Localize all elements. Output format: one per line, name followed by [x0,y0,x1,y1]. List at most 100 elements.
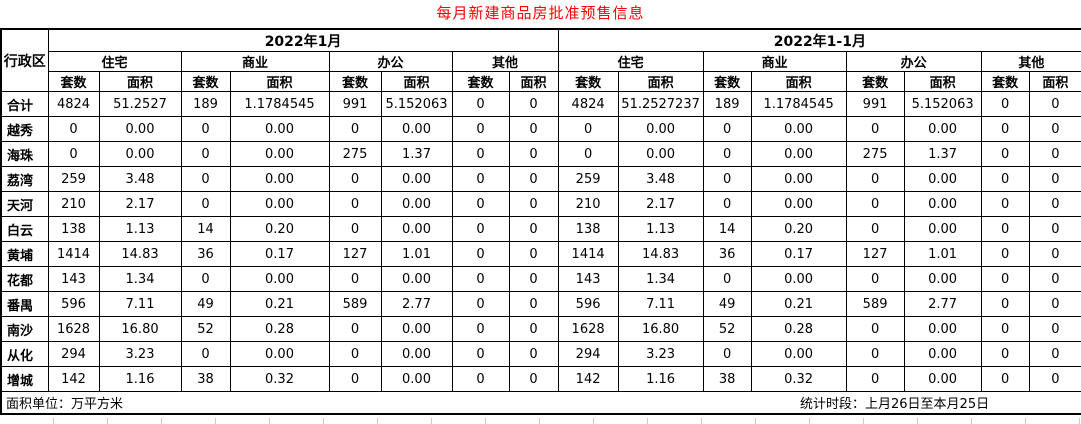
table-cell: 0.17 [229,241,330,267]
table-cell: 0 [980,341,1030,367]
column-header-office: 办公 [328,51,453,72]
footer-cell: 面积单位：万平方米 统计时段：上月26日至本月25日 [0,391,1081,415]
table-cell: 0 [508,116,559,142]
presale-info-table: 行政区 2022年1月 2022年1-1月 住宅 商业 办公 其他 住宅 商业 … [0,28,1081,415]
table-cell: 0.00 [229,141,330,167]
table-cell: 5.152063 [903,91,982,117]
column-header-units: 套数 [180,71,231,92]
table-cell: 0 [451,91,510,117]
table-cell: 0.32 [750,366,847,392]
table-cell: 7.11 [617,291,704,317]
table-cell: 142 [47,366,100,392]
table-cell: 0.17 [750,241,847,267]
table-cell: 1.01 [380,241,453,267]
table-cell: 5.152063 [380,91,453,117]
column-header-other: 其他 [980,51,1081,72]
column-header-units: 套数 [980,71,1030,92]
table-cell: 275 [328,141,382,167]
table-cell: 36 [180,241,231,267]
column-group-month: 2022年1月 [47,28,559,52]
table-row: 白云 138 1.13 14 0.20 0 0.00 0 0 138 1.13 14 0.20 0 0.00… [0,216,1081,242]
table-cell: 1.34 [98,266,182,292]
column-header-area: 面积 [380,71,453,92]
table-row: 越秀 0 0.00 0 0.00 0 0.00 0 0 0 0.00 0 0.00 0 0.00 0 0 [0,116,1081,142]
table-cell: 1628 [47,316,100,342]
table-cell: 2.17 [617,191,704,217]
table-cell: 0 [702,116,752,142]
table-cell: 2.77 [380,291,453,317]
table-cell: 0.00 [750,266,847,292]
table-row: 天河 210 2.17 0 0.00 0 0.00 0 0 210 2.17 0 0.00 0 0.00 0 0 [0,191,1081,217]
header-row-category: 住宅 商业 办公 其他 住宅 商业 办公 其他 [1,51,1081,72]
table-cell: 1414 [557,241,619,267]
table-cell: 0.32 [229,366,330,392]
district-label: 番禺 [0,291,49,317]
table-cell: 0.00 [903,341,982,367]
table-row: 黄埔 1414 14.83 36 0.17 127 1.01 0 0 1414 14.83 36 0.1… [0,241,1081,267]
table-cell: 0 [47,116,100,142]
table-cell: 0 [845,116,905,142]
district-label: 花都 [0,266,49,292]
table-cell: 0.20 [750,216,847,242]
column-header-area: 面积 [617,71,704,92]
table-cell: 51.2527237 [617,91,704,117]
table-cell: 1.37 [903,141,982,167]
table-cell: 0 [180,166,231,192]
table-cell: 0 [328,191,382,217]
table-cell: 1628 [557,316,619,342]
table-cell: 38 [702,366,752,392]
table-cell: 0 [1028,216,1081,242]
table-cell: 0 [451,141,510,167]
table-cell: 0 [508,366,559,392]
table-cell: 0 [451,241,510,267]
table-cell: 0 [557,116,619,142]
table-cell: 52 [180,316,231,342]
table-cell: 0 [180,341,231,367]
table-cell: 0 [845,191,905,217]
table-cell: 0 [451,216,510,242]
column-header-units: 套数 [702,71,752,92]
table-cell: 0 [980,141,1030,167]
table-cell: 0.00 [903,266,982,292]
table-cell: 38 [180,366,231,392]
table-row: 番禺 596 7.11 49 0.21 589 2.77 0 0 596 7.11 49 0.21 589… [0,291,1081,317]
table-cell: 189 [702,91,752,117]
table-cell: 0 [980,166,1030,192]
district-label: 从化 [0,341,49,367]
table-cell: 0 [1028,241,1081,267]
table-cell: 294 [47,341,100,367]
table-cell: 0 [180,116,231,142]
table-cell: 1414 [47,241,100,267]
table-cell: 0.00 [380,366,453,392]
district-label: 增城 [0,366,49,392]
table-cell: 1.1784545 [229,91,330,117]
district-label: 合计 [0,91,49,117]
table-cell: 0 [845,216,905,242]
table-row: 荔湾 259 3.48 0 0.00 0 0.00 0 0 259 3.48 0 0.00 0 0.00 0 0 [0,166,1081,192]
column-header-area: 面积 [1028,71,1081,92]
column-header-district: 行政区 [0,28,49,92]
table-cell: 0 [980,116,1030,142]
table-cell: 0 [508,141,559,167]
table-cell: 14 [702,216,752,242]
table-cell: 0 [1028,366,1081,392]
district-label: 南沙 [0,316,49,342]
table-cell: 0 [328,216,382,242]
column-header-residential: 住宅 [557,51,704,72]
column-header-office: 办公 [845,51,982,72]
table-cell: 0 [328,166,382,192]
table-cell: 0 [328,341,382,367]
table-cell: 0.20 [229,216,330,242]
table-cell: 189 [180,91,231,117]
column-header-other: 其他 [451,51,559,72]
district-label: 越秀 [0,116,49,142]
table-cell: 0 [508,91,559,117]
table-cell: 0 [1028,116,1081,142]
table-cell: 51.2527 [98,91,182,117]
column-header-commercial: 商业 [180,51,330,72]
table-cell: 0 [508,266,559,292]
table-cell: 0 [328,116,382,142]
table-cell: 0 [328,266,382,292]
table-cell: 0.00 [903,166,982,192]
table-row: 增城 142 1.16 38 0.32 0 0.00 0 0 142 1.16 38 0.32 0 0.00… [0,366,1081,392]
